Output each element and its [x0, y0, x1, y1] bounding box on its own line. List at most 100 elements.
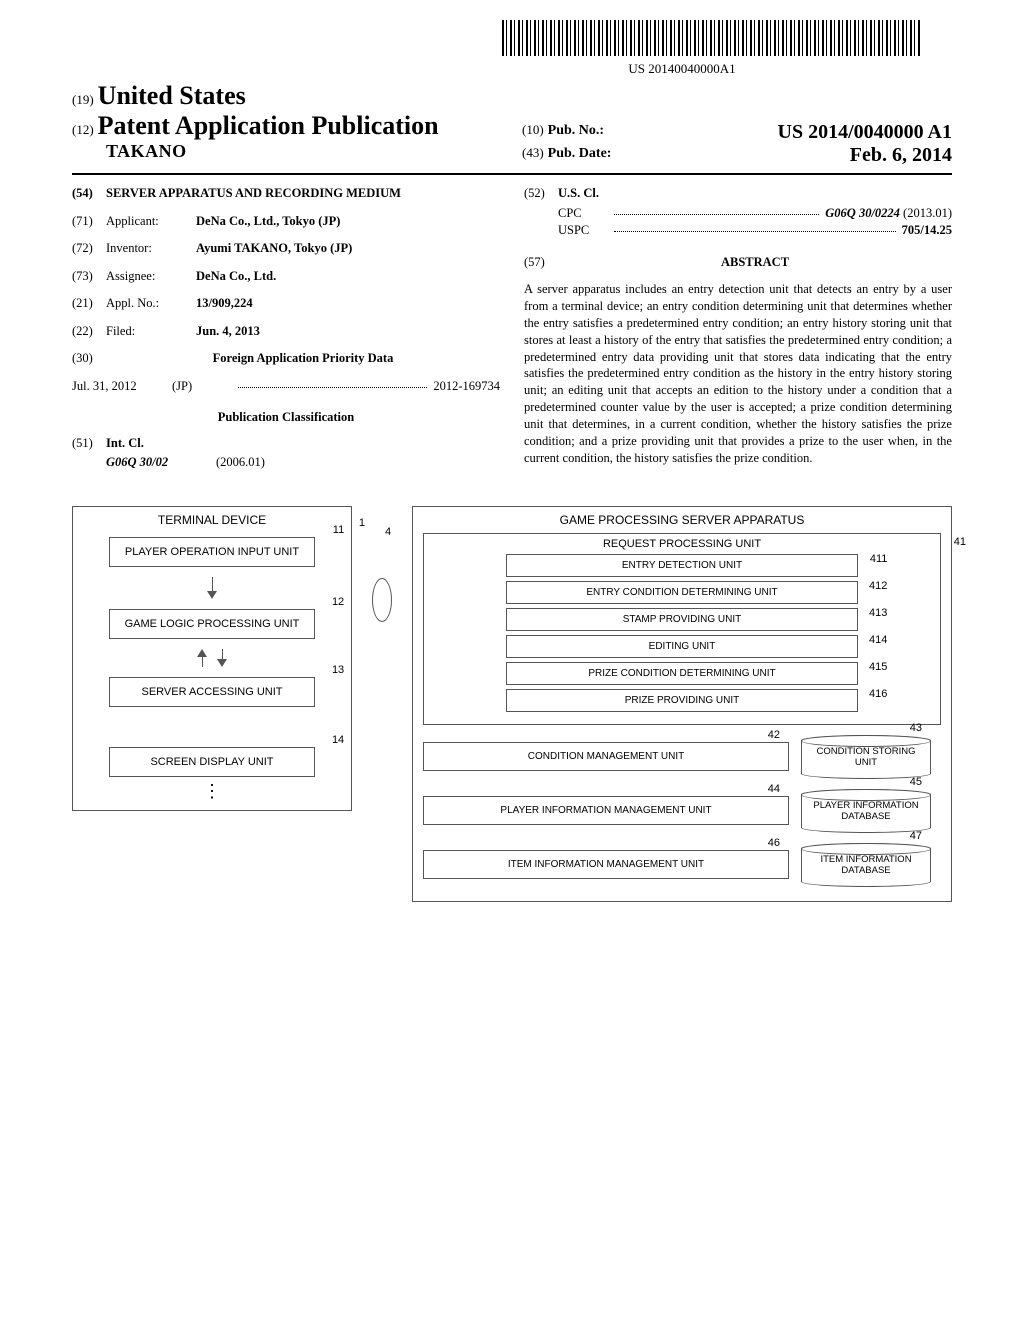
item-info-db: 47 ITEM INFORMATION DATABASE — [801, 843, 931, 887]
entry-condition-unit: 412ENTRY CONDITION DETERMINING UNIT — [506, 581, 859, 604]
box-label: SERVER ACCESSING UNIT — [141, 686, 282, 698]
assignee-value: DeNa Co., Ltd. — [196, 269, 276, 283]
ref-11: 11 — [333, 524, 344, 536]
box-label: ITEM INFORMATION MANAGEMENT UNIT — [508, 859, 704, 870]
lens-icon — [372, 578, 392, 622]
db-label: CONDITION STORING UNIT — [816, 746, 915, 768]
entry-detection-unit: 411ENTRY DETECTION UNIT — [506, 554, 859, 577]
box-label: EDITING UNIT — [649, 641, 716, 652]
appl-code: (21) — [72, 295, 106, 313]
code-19: (19) — [72, 92, 94, 107]
figure-diagram: TERMINAL DEVICE 1 11 PLAYER OPERATION IN… — [72, 506, 952, 902]
ref-1: 1 — [359, 517, 365, 529]
assignee-label: Assignee: — [106, 268, 196, 286]
ref-4: 4 — [385, 526, 391, 538]
item-info-mgmt-unit: 46 ITEM INFORMATION MANAGEMENT UNIT — [423, 850, 789, 879]
barcode-text: US 20140040000A1 — [472, 61, 892, 77]
ref-416: 416 — [869, 688, 887, 700]
filed-value: Jun. 4, 2013 — [196, 324, 260, 338]
condition-mgmt-unit: 42 CONDITION MANAGEMENT UNIT — [423, 742, 789, 771]
box-label: ENTRY DETECTION UNIT — [622, 560, 742, 571]
pubclass-heading: Publication Classification — [72, 409, 500, 427]
dotted-leader — [614, 205, 819, 215]
country-name: United States — [98, 81, 246, 110]
ref-413: 413 — [869, 607, 887, 619]
appl-label: Appl. No.: — [106, 295, 196, 313]
db-label: ITEM INFORMATION DATABASE — [820, 854, 911, 876]
ref-415: 415 — [869, 661, 887, 673]
inventor-code: (72) — [72, 240, 106, 258]
appl-value: 13/909,224 — [196, 296, 253, 310]
inventor-value: Ayumi TAKANO, Tokyo (JP) — [196, 241, 352, 255]
request-processing-unit: REQUEST PROCESSING UNIT 41 411ENTRY DETE… — [423, 533, 941, 725]
intcl-code: (51) — [72, 435, 106, 453]
ref-41: 41 — [954, 536, 966, 548]
uscl-code: (52) — [524, 185, 558, 203]
abstract-code: (57) — [524, 254, 558, 272]
editing-unit: 414EDITING UNIT — [506, 635, 859, 658]
box-label: STAMP PROVIDING UNIT — [623, 614, 742, 625]
filed-code: (22) — [72, 323, 106, 341]
foreign-date: Jul. 31, 2012 — [72, 378, 172, 396]
box-label: ENTRY CONDITION DETERMINING UNIT — [586, 587, 777, 598]
barcode-region: US 20140040000A1 — [72, 20, 952, 77]
applicant-label: Applicant: — [106, 213, 196, 231]
ref-13: 13 — [332, 664, 344, 676]
server-accessing-unit: 13 SERVER ACCESSING UNIT — [109, 677, 315, 707]
ref-12: 12 — [332, 596, 344, 608]
stamp-providing-unit: 413STAMP PROVIDING UNIT — [506, 608, 859, 631]
condition-storing-unit-db: 43 CONDITION STORING UNIT — [801, 735, 931, 779]
player-info-mgmt-unit: 44 PLAYER INFORMATION MANAGEMENT UNIT — [423, 796, 789, 825]
foreign-code: (30) — [72, 350, 106, 368]
terminal-device-block: TERMINAL DEVICE 1 11 PLAYER OPERATION IN… — [72, 506, 352, 811]
prize-providing-unit: 416PRIZE PROVIDING UNIT — [506, 689, 859, 712]
filed-label: Filed: — [106, 323, 196, 341]
intcl-value: G06Q 30/02 — [106, 455, 168, 469]
terminal-title: TERMINAL DEVICE — [83, 513, 341, 527]
uspc-label: USPC — [558, 222, 608, 240]
biblio-right-column: (52) U.S. Cl. CPC G06Q 30/0224 (2013.01)… — [524, 185, 952, 482]
pub-no-value: US 2014/0040000 A1 — [778, 121, 952, 144]
ref-45: 45 — [910, 776, 922, 788]
ref-43: 43 — [910, 722, 922, 734]
inventor-surname: TAKANO — [72, 141, 502, 162]
box-label: PRIZE CONDITION DETERMINING UNIT — [588, 668, 775, 679]
ref-414: 414 — [869, 634, 887, 646]
ref-42: 42 — [768, 729, 780, 741]
box-label: GAME LOGIC PROCESSING UNIT — [125, 618, 300, 630]
ref-412: 412 — [869, 580, 887, 592]
cpc-value: G06Q 30/0224 — [825, 206, 900, 220]
vertical-ellipsis-icon: ⋮ — [83, 787, 341, 796]
foreign-country: (JP) — [172, 378, 232, 396]
assignee-code: (73) — [72, 268, 106, 286]
intcl-date: (2006.01) — [216, 454, 265, 472]
uspc-value: 705/14.25 — [902, 223, 952, 237]
dotted-leader — [614, 222, 896, 232]
pub-date-label: Pub. Date: — [548, 146, 612, 161]
game-logic-unit: 12 GAME LOGIC PROCESSING UNIT — [109, 609, 315, 639]
pub-no-label: Pub. No.: — [548, 123, 604, 138]
ref-47: 47 — [910, 830, 922, 842]
uscl-label: U.S. Cl. — [558, 186, 599, 200]
header-block: (19) United States (12) Patent Applicati… — [72, 81, 952, 175]
foreign-heading: Foreign Application Priority Data — [106, 350, 500, 368]
box-label: SCREEN DISPLAY UNIT — [150, 756, 273, 768]
player-info-db: 45 PLAYER INFORMATION DATABASE — [801, 789, 931, 833]
box-label: PLAYER OPERATION INPUT UNIT — [125, 546, 299, 558]
player-op-input-unit: 11 PLAYER OPERATION INPUT UNIT — [109, 537, 315, 567]
applicant-code: (71) — [72, 213, 106, 231]
inventor-label: Inventor: — [106, 240, 196, 258]
db-label: PLAYER INFORMATION DATABASE — [813, 800, 918, 822]
barcode-icon — [502, 20, 922, 56]
screen-display-unit: 14 SCREEN DISPLAY UNIT — [109, 747, 315, 777]
cpc-label: CPC — [558, 205, 608, 223]
server-title: GAME PROCESSING SERVER APPARATUS — [423, 513, 941, 527]
box-label: PLAYER INFORMATION MANAGEMENT UNIT — [500, 805, 711, 816]
code-12: (12) — [72, 122, 94, 137]
code-43: (43) — [522, 145, 544, 160]
biblio-left-column: (54) SERVER APPARATUS AND RECORDING MEDI… — [72, 185, 500, 482]
ref-14: 14 — [332, 734, 344, 746]
doc-type: Patent Application Publication — [98, 111, 439, 140]
abstract-heading: ABSTRACT — [721, 255, 789, 269]
intcl-label: Int. Cl. — [106, 436, 144, 450]
